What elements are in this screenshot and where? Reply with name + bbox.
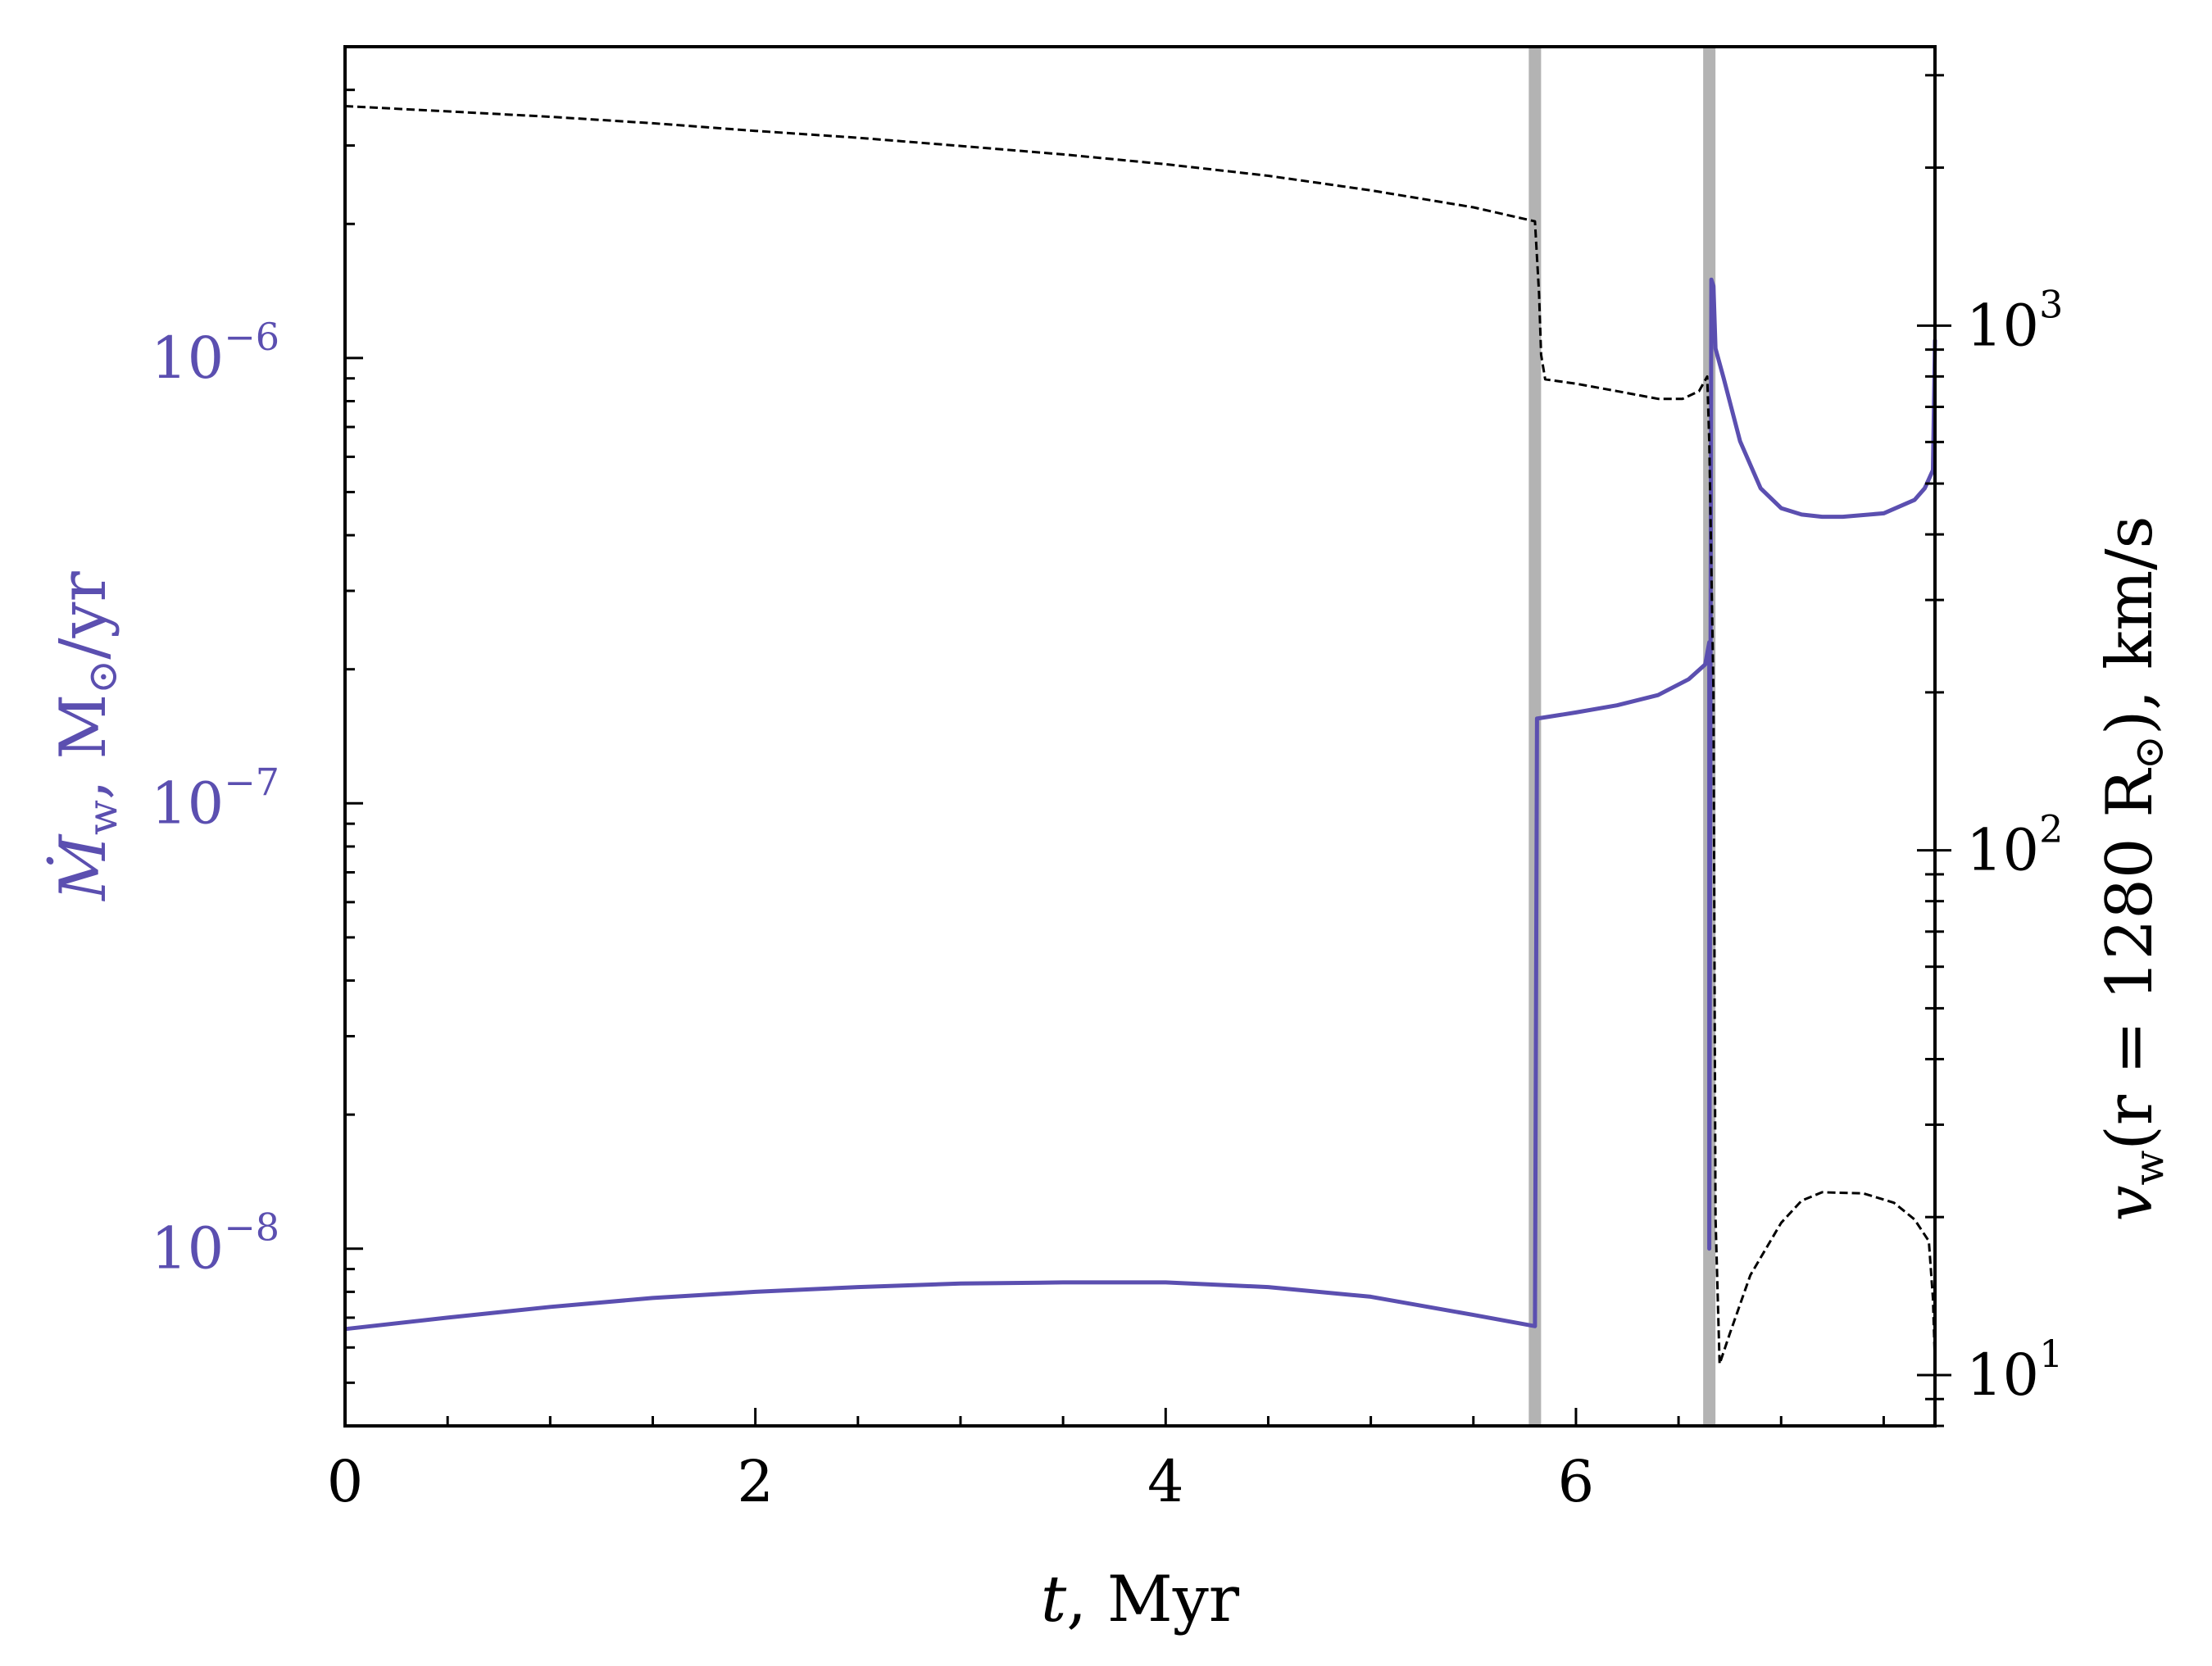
right-tick-label: 101 [1966, 1332, 2063, 1409]
tick-layer: 0 2 4 6 10−8 10−7 10−6 101 102 103 [151, 45, 2063, 1515]
x-axis-title: t, Myr [1041, 1563, 1240, 1636]
right-tick-label: 103 [1966, 282, 2063, 359]
left-tick-label: 10−7 [151, 760, 279, 837]
x-tick-label: 6 [1558, 1448, 1595, 1515]
left-tick-label: 10−6 [151, 315, 279, 392]
x-tick-label: 4 [1147, 1448, 1184, 1515]
x-tick-label: 0 [327, 1448, 364, 1515]
series-vw-right-line [344, 105, 1937, 1365]
left-tick-label: 10−8 [151, 1205, 279, 1282]
series-mdot-left-line [344, 277, 1937, 1332]
series-layer [344, 105, 1937, 1365]
plot-frame [343, 45, 1937, 1428]
x-tick-label: 2 [737, 1448, 774, 1515]
y-axis-title-left: Ṁw, M⊙/yr [45, 570, 126, 901]
shaded-bands [1528, 47, 1716, 1426]
right-tick-label: 102 [1966, 807, 2063, 884]
y-axis-title-right: vw(r = 1280 R⊙), km/s [2093, 515, 2173, 1221]
